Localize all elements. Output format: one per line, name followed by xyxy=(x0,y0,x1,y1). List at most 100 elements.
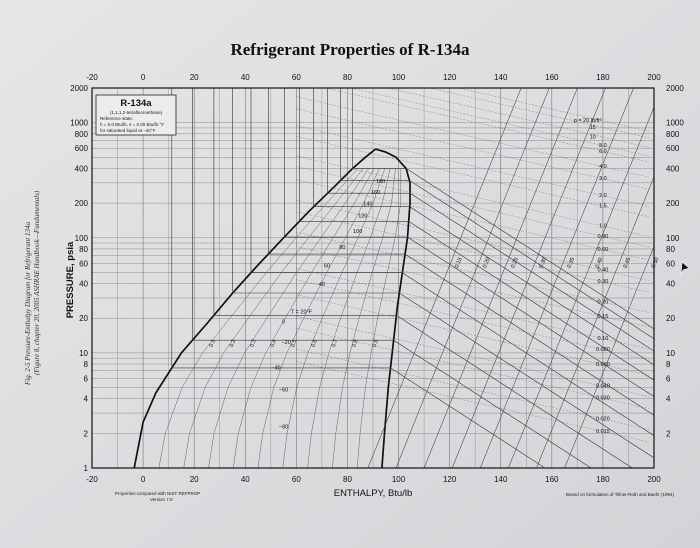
y-tick-label: 100 xyxy=(75,234,89,243)
x-tick-label-top: 200 xyxy=(647,73,661,82)
quality-label: 0.4 xyxy=(270,339,278,348)
side-caption-line-2: (Figure 8, chapter 20, 2005 ASHRAE Handb… xyxy=(33,190,41,375)
density-line xyxy=(296,108,649,190)
quality-label: 0.2 xyxy=(229,339,237,348)
isotherm-label: T = 20°F xyxy=(291,309,313,315)
density-line xyxy=(296,327,649,409)
density-label: 0.020 xyxy=(596,416,610,422)
isentrope-label: 0.50 xyxy=(651,257,661,269)
density-label: 2.0 xyxy=(599,193,607,199)
density-label: 3.0 xyxy=(599,176,607,182)
density-label: 0.10 xyxy=(598,336,609,342)
y-tick-label-right: 2000 xyxy=(666,84,684,93)
density-label: 0.030 xyxy=(596,395,610,401)
inner-isotherm-label: −80 xyxy=(279,425,288,431)
y-tick-label-right: 8 xyxy=(666,360,671,369)
density-label: 0.015 xyxy=(596,429,610,435)
density-line xyxy=(296,200,649,281)
isotherm-line xyxy=(192,88,592,468)
x-tick-label: 60 xyxy=(292,475,301,484)
isotherm-label: 160 xyxy=(371,190,380,196)
x-tick-label: -20 xyxy=(86,475,98,484)
y-tick-label: 60 xyxy=(79,259,88,268)
x-tick-label-top: 120 xyxy=(443,73,457,82)
cursor-icon xyxy=(680,261,690,276)
density-line xyxy=(324,88,649,163)
y-tick-label: 1 xyxy=(84,464,89,473)
isotherm-label: 140 xyxy=(363,202,372,208)
density-line xyxy=(296,166,649,248)
density-label: 10 xyxy=(590,134,596,140)
y-tick-label-right: 2 xyxy=(666,429,671,438)
density-label: 0.040 xyxy=(596,384,610,390)
quality-label: 0.9 xyxy=(372,339,380,348)
legend-line-3: h = 0.0 Btu/lb, s = 0.00 Btu/lb·°F xyxy=(100,122,164,127)
inner-isotherm-label: −60 xyxy=(279,388,288,394)
isotherm-line xyxy=(327,88,654,352)
x-tick-label-top: 20 xyxy=(190,73,199,82)
density-line xyxy=(349,88,649,157)
quality-line xyxy=(307,168,391,468)
y-tick-label: 10 xyxy=(79,349,88,358)
density-line xyxy=(296,268,649,350)
note-left-2: Version 7.0 xyxy=(150,497,173,502)
quality-label: 0.3 xyxy=(249,339,257,348)
density-label: 4.0 xyxy=(599,164,607,170)
quality-label: 0.8 xyxy=(351,339,359,348)
x-tick-label-top: -20 xyxy=(86,73,98,82)
density-label: 1.0 xyxy=(599,223,607,229)
x-tick-label-top: 160 xyxy=(545,73,559,82)
note-right: Based on formulation of Tillner-Roth and… xyxy=(566,492,675,497)
inner-isotherm-label: −40 xyxy=(271,365,280,371)
isotherm-label: 60 xyxy=(324,264,330,270)
x-tick-label-top: 80 xyxy=(343,73,352,82)
y-tick-label: 800 xyxy=(75,130,89,139)
y-tick-label: 6 xyxy=(84,374,89,383)
quality-line xyxy=(356,168,402,468)
x-tick-label-top: 140 xyxy=(494,73,508,82)
isotherm-label: 100 xyxy=(353,229,362,235)
legend-title: R-134a xyxy=(120,98,152,109)
quality-line xyxy=(208,168,369,468)
y-tick-label: 600 xyxy=(75,144,89,153)
x-tick-label: 40 xyxy=(241,475,250,484)
y-tick-label-right: 40 xyxy=(666,280,675,289)
density-line xyxy=(296,96,649,178)
density-label: 0.40 xyxy=(598,268,609,274)
density-line xyxy=(296,136,649,218)
density-label: p = 20 lb/ft³ xyxy=(574,118,602,124)
isentrope-label: 0.40 xyxy=(595,257,605,269)
y-tick-label-right: 1000 xyxy=(666,119,684,128)
density-line xyxy=(296,279,649,361)
y-tick-label: 80 xyxy=(79,245,88,254)
density-line xyxy=(458,88,649,132)
y-tick-label: 2000 xyxy=(70,84,88,93)
isentrope-line xyxy=(480,88,634,468)
isotherm-line xyxy=(299,88,654,381)
density-line xyxy=(296,361,649,443)
isotherm-line xyxy=(213,88,633,468)
quality-line xyxy=(282,168,386,468)
quality-line xyxy=(257,168,380,468)
y-tick-label: 20 xyxy=(79,314,88,323)
x-tick-label-top: 40 xyxy=(241,73,250,82)
y-tick-label-right: 80 xyxy=(666,245,675,254)
chart-title: Refrigerant Properties of R-134a xyxy=(230,40,470,59)
density-label: 0.20 xyxy=(598,299,609,305)
x-tick-label-top: 180 xyxy=(596,73,610,82)
isentrope-line xyxy=(451,88,606,468)
density-line xyxy=(429,88,649,139)
isentrope-label: 0.45 xyxy=(623,257,633,269)
y-tick-label: 40 xyxy=(79,280,88,289)
x-tick-label: 180 xyxy=(596,475,610,484)
x-tick-label: 160 xyxy=(545,475,559,484)
density-label: 0.80 xyxy=(598,234,609,240)
density-label: 0.30 xyxy=(598,279,609,285)
isentrope-line xyxy=(367,88,522,468)
density-label: 15 xyxy=(590,125,596,131)
quality-line xyxy=(158,168,359,468)
isotherm-line xyxy=(171,88,544,468)
x-tick-label: 80 xyxy=(343,475,352,484)
